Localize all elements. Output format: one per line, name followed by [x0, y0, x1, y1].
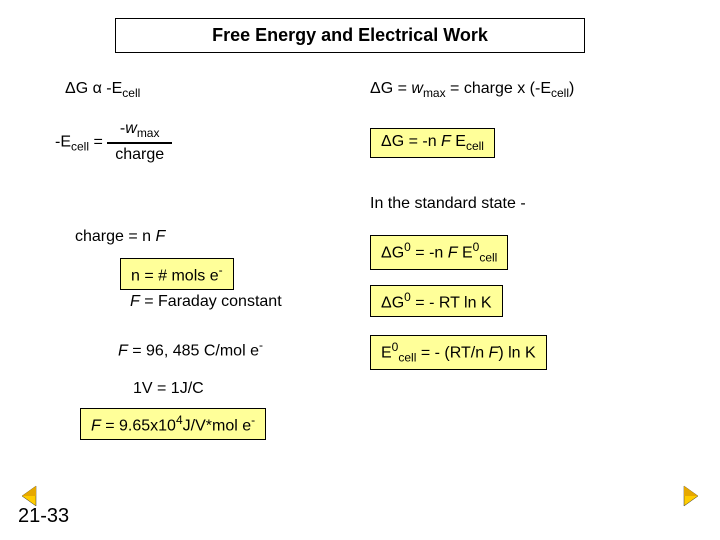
charge-eq: charge = n F: [75, 228, 165, 246]
faraday-const-label: F = Faraday constant: [130, 293, 282, 311]
dg0-nfe0-box: ΔG0 = -n F E0cell: [370, 235, 508, 270]
dg0-rtlnk-box: ΔG0 = - RT ln K: [370, 285, 503, 317]
standard-state-text: In the standard state -: [370, 195, 526, 213]
proportional-text: ΔG α -Ecell: [65, 80, 140, 100]
n-definition-box: n = # mols e-: [120, 258, 234, 290]
e0cell-box: E0cell = - (RT/n F) ln K: [370, 335, 547, 370]
faraday-jv-box: F = 9.65x104J/V*mol e-: [80, 408, 266, 440]
next-arrow-icon[interactable]: [674, 482, 702, 510]
page-number: 21-33: [18, 505, 69, 528]
ecell-fraction: -Ecell = -wmax charge: [55, 120, 172, 164]
volt-joule: 1V = 1J/C: [133, 380, 204, 398]
dg-nfe-box: ΔG = -n F Ecell: [370, 128, 495, 158]
dg-wmax-eq: ΔG = wmax = charge x (-Ecell): [370, 80, 574, 100]
faraday-value: F = 96, 485 C/mol e-: [118, 338, 263, 360]
page-title: Free Energy and Electrical Work: [115, 18, 585, 53]
